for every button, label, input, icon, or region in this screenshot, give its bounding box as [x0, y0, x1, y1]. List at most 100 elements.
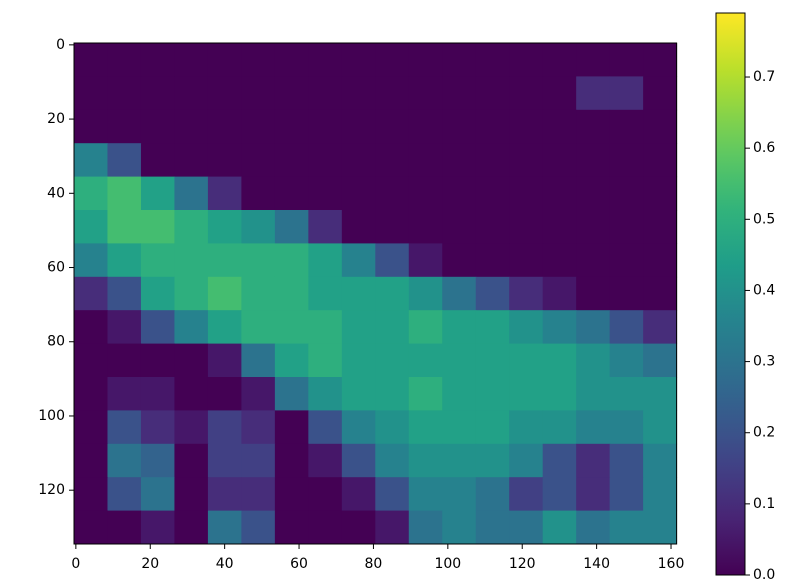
heatmap-cell [475, 43, 510, 77]
heatmap-cell [442, 210, 477, 244]
heatmap-cell [442, 343, 477, 378]
heatmap-cell [308, 210, 343, 244]
heatmap-cell [408, 243, 443, 278]
heatmap-cell [643, 276, 678, 311]
heatmap-cell [542, 377, 577, 411]
y-tick-label: 100 [38, 408, 65, 424]
heatmap-cell [609, 410, 644, 445]
heatmap-cell [74, 377, 108, 411]
heatmap-cell [140, 176, 175, 211]
heatmap-cell [643, 43, 678, 77]
heatmap-cell [174, 477, 209, 512]
heatmap-cell [274, 243, 309, 278]
heatmap-cell [140, 109, 175, 144]
heatmap-cell [475, 143, 510, 178]
heatmap-cell [542, 310, 577, 345]
y-tick-label: 80 [47, 334, 65, 350]
heatmap-cell [609, 243, 644, 278]
heatmap-cell [107, 243, 142, 278]
heatmap-cell [542, 477, 577, 512]
y-tick-label: 120 [38, 482, 65, 498]
heatmap-cell [74, 310, 108, 345]
heatmap-cell [341, 377, 376, 411]
y-tick-label: 60 [47, 260, 65, 276]
heatmap-cell [442, 43, 477, 77]
heatmap-cell [509, 377, 544, 411]
heatmap-cell [509, 176, 544, 211]
heatmap-cell [74, 477, 108, 512]
heatmap-cell [408, 143, 443, 178]
colorbar [715, 12, 746, 576]
heatmap-cell [241, 43, 276, 77]
heatmap-cell [274, 143, 309, 178]
heatmap-cell [375, 210, 410, 244]
heatmap-cell [509, 343, 544, 378]
heatmap-cell [576, 76, 611, 111]
heatmap-cell [375, 43, 410, 77]
heatmap-cell [375, 109, 410, 144]
heatmap-cell [241, 410, 276, 445]
heatmap-cell [509, 143, 544, 178]
heatmap-cell [643, 377, 678, 411]
heatmap-cell [107, 410, 142, 445]
heatmap-cell [207, 310, 242, 345]
heatmap-cell [576, 510, 611, 545]
heatmap-cell [542, 276, 577, 311]
heatmap-cell [207, 276, 242, 311]
heatmap-cell [341, 343, 376, 378]
heatmap-cell [542, 510, 577, 545]
heatmap-cell [274, 343, 309, 378]
heatmap-cell [308, 109, 343, 144]
heatmap-cell [509, 76, 544, 111]
heatmap-cell [475, 477, 510, 512]
heatmap-cell [341, 109, 376, 144]
heatmap-cell [341, 176, 376, 211]
heatmap-cell [609, 143, 644, 178]
heatmap-cell [241, 243, 276, 278]
heatmap-cell [509, 310, 544, 345]
heatmap-cell [375, 377, 410, 411]
heatmap-cell [341, 76, 376, 111]
heatmap-cell [475, 109, 510, 144]
heatmap-cell [341, 443, 376, 478]
y-tick-label: 0 [56, 37, 65, 53]
heatmap-cell [140, 210, 175, 244]
heatmap-cell [241, 176, 276, 211]
heatmap-cell [274, 443, 309, 478]
heatmap-cell [74, 343, 108, 378]
heatmap-cell [308, 143, 343, 178]
heatmap-cell [375, 343, 410, 378]
heatmap-cell [241, 510, 276, 545]
heatmap-cell [308, 477, 343, 512]
heatmap-cell [140, 43, 175, 77]
heatmap-cell [643, 510, 678, 545]
heatmap-cell [207, 477, 242, 512]
heatmap-cell [174, 143, 209, 178]
heatmap-cell [643, 310, 678, 345]
x-tick-label: 40 [216, 556, 234, 572]
heatmap-cell [609, 109, 644, 144]
heatmap-cell [174, 310, 209, 345]
heatmap-cell [408, 76, 443, 111]
heatmap-cell [207, 410, 242, 445]
heatmap-cell [475, 443, 510, 478]
heatmap-cell [442, 243, 477, 278]
heatmap-cell [107, 43, 142, 77]
heatmap-cell [576, 276, 611, 311]
heatmap-cell [509, 109, 544, 144]
heatmap-cell [576, 210, 611, 244]
heatmap-cell [140, 276, 175, 311]
heatmap-cell [475, 410, 510, 445]
heatmap-cell [375, 477, 410, 512]
heatmap-cell [609, 443, 644, 478]
heatmap-cell [341, 43, 376, 77]
x-tick-label: 20 [141, 556, 159, 572]
heatmap-cell [442, 109, 477, 144]
heatmap-cell [609, 176, 644, 211]
heatmap-cell [274, 210, 309, 244]
heatmap-cell [241, 310, 276, 345]
heatmap-cell [107, 143, 142, 178]
heatmap-cell [274, 43, 309, 77]
heatmap-cell [241, 477, 276, 512]
